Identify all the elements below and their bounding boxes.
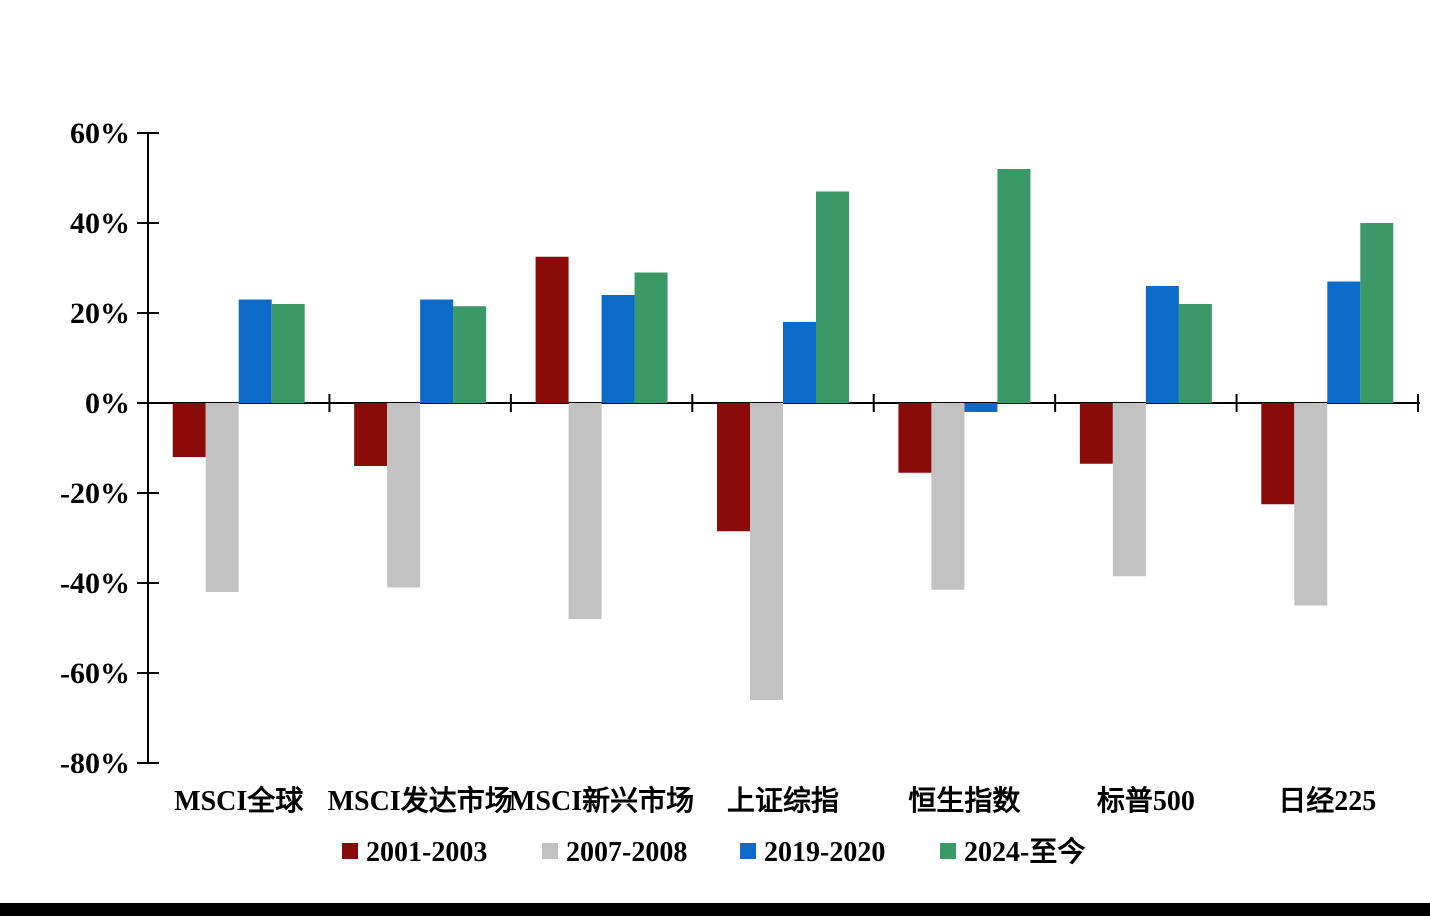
y-tick-label: 60% <box>70 117 130 150</box>
bar-2024-至今-MSCI全球 <box>271 304 305 403</box>
bar-2007-2008-恒生指数 <box>931 403 965 590</box>
y-tick-label: 0% <box>85 387 130 420</box>
legend-label: 2001-2003 <box>366 837 487 868</box>
bar-2024-至今-MSCI新兴市场 <box>634 272 668 403</box>
bar-2007-2008-MSCI新兴市场 <box>568 403 602 619</box>
bar-2024-至今-MSCI发达市场 <box>453 306 487 403</box>
category-label: 标普500 <box>1097 785 1195 817</box>
bar-2019-2020-MSCI全球 <box>238 299 272 403</box>
category-label: 恒生指数 <box>908 785 1021 817</box>
y-tick-label: -40% <box>60 567 130 600</box>
bar-2001-2003-MSCI发达市场 <box>354 403 388 466</box>
bar-2019-2020-恒生指数 <box>964 403 998 412</box>
bar-2001-2003-标普500 <box>1079 403 1113 464</box>
legend-swatch-2024-至今 <box>940 843 956 859</box>
bar-2019-2020-日经225 <box>1327 281 1361 403</box>
category-label: 日经225 <box>1278 784 1376 817</box>
bar-2001-2003-恒生指数 <box>898 403 932 473</box>
bar-2024-至今-日经225 <box>1360 223 1394 403</box>
bar-2024-至今-标普500 <box>1178 304 1212 403</box>
legend-label: 2024-至今 <box>964 835 1085 868</box>
bar-2019-2020-MSCI新兴市场 <box>601 295 635 403</box>
y-tick-label: 40% <box>70 207 130 240</box>
bar-2019-2020-标普500 <box>1145 286 1179 403</box>
legend-label: 2007-2008 <box>566 837 687 868</box>
legend-label: 2019-2020 <box>764 837 885 868</box>
y-tick-label: 20% <box>70 297 130 330</box>
category-label: 上证综指 <box>727 784 839 817</box>
legend-swatch-2001-2003 <box>342 843 358 859</box>
y-tick-label: -80% <box>60 747 130 780</box>
bar-2001-2003-日经225 <box>1261 403 1295 505</box>
category-label: MSCI全球 <box>174 784 304 817</box>
bottom-border-bar <box>0 903 1430 916</box>
category-label: MSCI发达市场 <box>328 784 513 817</box>
bar-2007-2008-标普500 <box>1112 403 1146 577</box>
bar-2024-至今-上证综指 <box>816 191 849 403</box>
bar-2007-2008-日经225 <box>1294 403 1328 606</box>
bar-2019-2020-MSCI发达市场 <box>420 299 454 403</box>
legend-swatch-2019-2020 <box>740 843 756 859</box>
bar-2001-2003-上证综指 <box>717 403 750 532</box>
bar-2007-2008-MSCI发达市场 <box>387 403 421 588</box>
y-tick-label: -20% <box>60 477 130 510</box>
y-tick-label: -60% <box>60 657 130 690</box>
bar-2024-至今-恒生指数 <box>997 169 1031 403</box>
bar-2001-2003-MSCI全球 <box>172 403 206 457</box>
bar-2001-2003-MSCI新兴市场 <box>535 256 569 403</box>
bar-2007-2008-MSCI全球 <box>205 403 239 592</box>
bar-2007-2008-上证综指 <box>750 403 783 700</box>
category-label: MSCI新兴市场 <box>509 784 694 817</box>
legend-swatch-2007-2008 <box>542 843 558 859</box>
bar-2019-2020-上证综指 <box>783 322 816 403</box>
